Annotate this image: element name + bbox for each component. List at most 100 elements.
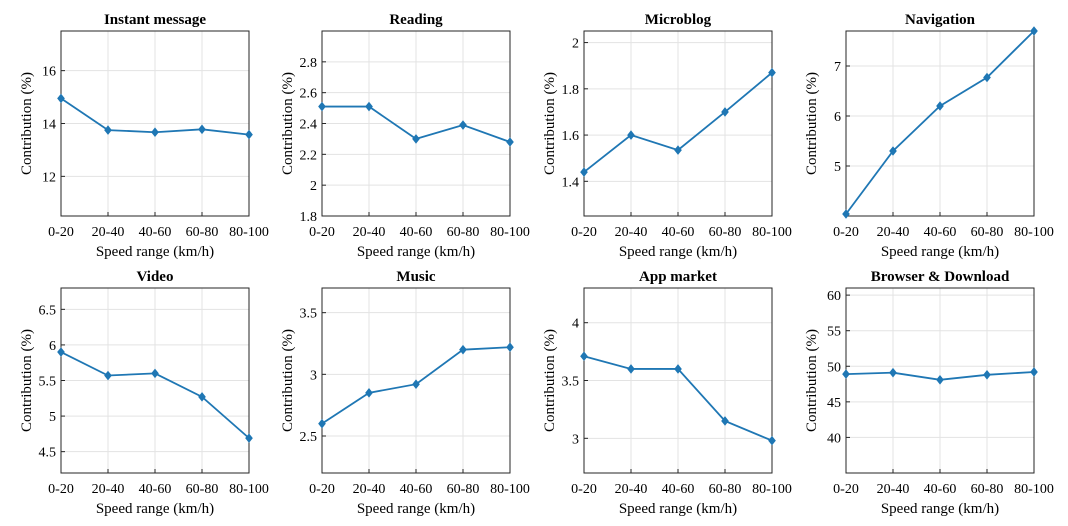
x-axis-label: Speed range (km/h) [96, 244, 214, 260]
y-tick-label: 3.5 [300, 307, 318, 322]
x-tick-label: 20-40 [92, 482, 125, 497]
x-tick-label: 40-60 [139, 482, 172, 497]
x-tick-label: 80-100 [1014, 225, 1054, 240]
y-tick-label: 1.6 [562, 129, 580, 144]
y-tick-label: 6 [834, 110, 841, 125]
x-tick-label: 40-60 [924, 482, 957, 497]
x-tick-label: 80-100 [1014, 482, 1054, 497]
y-tick-label: 4.5 [39, 446, 57, 461]
x-tick-label: 60-80 [971, 225, 1004, 240]
x-tick-label: 20-40 [92, 225, 125, 240]
data-point-marker [983, 370, 991, 380]
data-point-marker [1030, 26, 1038, 36]
y-axis-label: Contribution (%) [280, 72, 296, 175]
x-tick-label: 60-80 [709, 482, 742, 497]
panel-title: Browser & Download [871, 269, 1010, 285]
y-tick-label: 14 [42, 118, 56, 133]
panel-5: 2.5 3 3.5 0-20 20-40 40-60 60-80 80-100 Music Spe… [280, 269, 530, 517]
data-point-marker [104, 125, 112, 135]
x-tick-label: 40-60 [662, 482, 695, 497]
y-tick-label: 12 [42, 170, 56, 185]
data-point-marker [936, 374, 944, 385]
y-tick-label: 3.5 [562, 375, 580, 390]
data-point-marker [889, 367, 897, 378]
x-tick-label: 0-20 [833, 225, 859, 240]
panel-title: App market [639, 269, 717, 285]
data-point-marker [936, 101, 944, 111]
y-tick-label: 1.4 [562, 175, 580, 190]
data-point-marker [412, 134, 420, 144]
y-tick-label: 5.5 [39, 375, 57, 390]
x-tick-label: 20-40 [615, 225, 648, 240]
data-point-marker [57, 347, 65, 357]
data-point-marker [721, 107, 729, 117]
y-tick-label: 4 [572, 317, 579, 332]
data-point-marker [674, 364, 682, 374]
data-point-marker [318, 101, 326, 112]
x-tick-label: 60-80 [186, 482, 219, 497]
x-axis-label: Speed range (km/h) [619, 501, 737, 517]
data-point-marker [842, 209, 850, 219]
x-tick-label: 40-60 [662, 225, 695, 240]
panel-title: Music [396, 269, 436, 285]
data-point-marker [318, 418, 326, 429]
y-tick-label: 7 [834, 60, 841, 75]
x-tick-label: 20-40 [877, 225, 910, 240]
panel-title: Video [137, 269, 174, 285]
data-point-marker [245, 129, 253, 140]
y-tick-label: 2.2 [300, 148, 318, 163]
y-tick-label: 2.4 [300, 118, 318, 133]
x-tick-label: 40-60 [924, 225, 957, 240]
y-tick-label: 16 [42, 65, 56, 80]
x-tick-label: 80-100 [490, 482, 530, 497]
panel-0: 12 14 16 0-20 20-40 40-60 60-80 80-100 Instant m… [19, 12, 269, 260]
x-tick-label: 0-20 [309, 225, 335, 240]
data-point-marker [721, 416, 729, 426]
panel-4: 4.5 5 5.5 6 6.5 0-20 20-40 40-60 60-80 80-100 Vide… [19, 269, 269, 517]
data-point-marker [151, 368, 159, 379]
y-axis-label: Contribution (%) [542, 329, 558, 432]
data-point-marker [104, 370, 112, 381]
data-point-marker [365, 388, 373, 398]
x-tick-label: 80-100 [229, 225, 269, 240]
data-point-marker [412, 379, 420, 390]
data-point-marker [365, 101, 373, 112]
y-tick-label: 50 [827, 360, 841, 375]
data-point-marker [983, 72, 991, 83]
panel-6: 3 3.5 4 0-20 20-40 40-60 60-80 80-100 App market… [542, 269, 792, 517]
x-tick-label: 40-60 [400, 482, 433, 497]
y-tick-label: 2.8 [300, 56, 318, 71]
x-tick-label: 20-40 [877, 482, 910, 497]
data-point-marker [889, 146, 897, 156]
y-tick-label: 5 [834, 160, 841, 175]
x-tick-label: 40-60 [400, 225, 433, 240]
data-point-marker [459, 120, 467, 130]
x-tick-label: 60-80 [447, 482, 480, 497]
panel-3: 5 6 7 0-20 20-40 40-60 60-80 80-100 Navigation Sp… [804, 12, 1054, 260]
panel-7: 40 45 50 55 60 0-20 20-40 40-60 60-80 80-100 Brows… [804, 269, 1054, 517]
data-point-marker [768, 435, 776, 446]
y-tick-label: 1.8 [300, 210, 318, 225]
y-axis-label: Contribution (%) [804, 72, 820, 175]
x-tick-label: 0-20 [48, 482, 74, 497]
x-axis-label: Speed range (km/h) [357, 244, 475, 260]
data-point-marker [627, 130, 635, 140]
x-axis-label: Speed range (km/h) [619, 244, 737, 260]
x-axis-label: Speed range (km/h) [881, 244, 999, 260]
x-axis-label: Speed range (km/h) [357, 501, 475, 517]
x-tick-label: 20-40 [615, 482, 648, 497]
x-tick-label: 60-80 [971, 482, 1004, 497]
y-tick-label: 2.6 [300, 87, 318, 102]
x-tick-label: 80-100 [752, 225, 792, 240]
x-tick-label: 40-60 [139, 225, 172, 240]
data-point-marker [506, 137, 514, 147]
data-point-marker [627, 364, 635, 374]
x-tick-label: 60-80 [709, 225, 742, 240]
y-axis-label: Contribution (%) [280, 329, 296, 432]
data-point-marker [842, 369, 850, 379]
panel-title: Instant message [104, 12, 206, 28]
panel-2: 1.4 1.6 1.8 2 0-20 20-40 40-60 60-80 80-100 Micro… [542, 12, 792, 260]
data-point-marker [580, 351, 588, 362]
data-point-marker [151, 127, 159, 138]
